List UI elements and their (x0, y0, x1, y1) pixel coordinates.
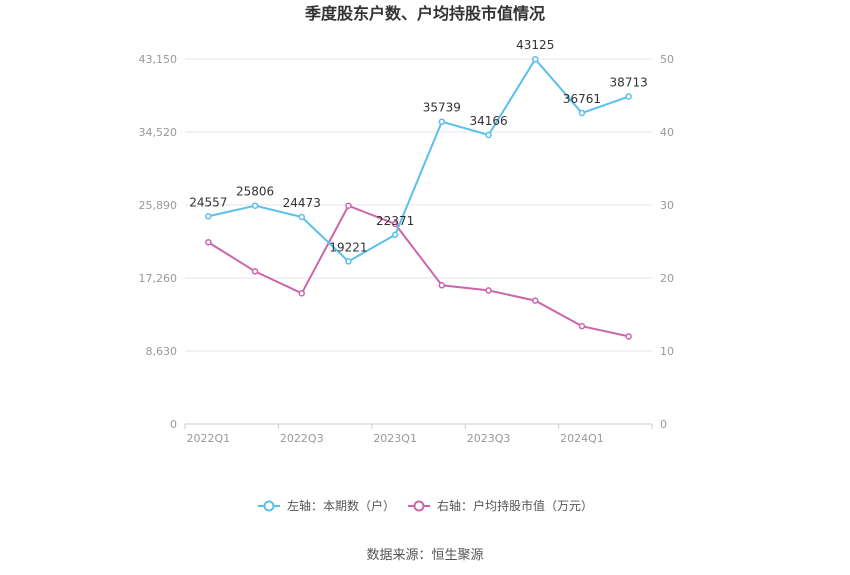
legend-item-left[interactable]: 左轴：本期数（户） (258, 498, 395, 513)
left-tick-label: 0 (170, 418, 177, 431)
point-holders[interactable] (205, 213, 212, 220)
point-holders[interactable] (298, 213, 305, 221)
point-avg-value[interactable] (438, 282, 446, 289)
point-holders[interactable] (391, 231, 399, 239)
right-tick-label: 30 (660, 199, 674, 212)
data-label: 19221 (329, 240, 367, 254)
data-label: 22371 (376, 214, 414, 228)
point-avg-value[interactable] (345, 202, 352, 209)
grid (185, 58, 652, 425)
series-layer (205, 55, 632, 340)
point-holders[interactable] (438, 118, 446, 125)
legend-label-right: 右轴：户均持股市值（万元） (437, 498, 593, 513)
point-holders[interactable] (578, 109, 586, 117)
left-tick-label: 43,150 (139, 53, 178, 66)
legend-label-left: 左轴：本期数（户） (287, 498, 395, 513)
legend-item-right[interactable]: 右轴：户均持股市值（万元） (408, 498, 593, 513)
source-note: 数据来源：恒生聚源 (366, 548, 483, 563)
right-tick-label: 10 (660, 345, 674, 358)
x-tick-label: 2022Q3 (280, 432, 324, 445)
right-tick-label: 20 (660, 272, 674, 285)
point-holders[interactable] (625, 93, 632, 100)
point-avg-value[interactable] (298, 290, 305, 297)
x-tick-label: 2024Q1 (560, 432, 604, 445)
data-label: 35739 (423, 101, 461, 115)
right-tick-label: 50 (660, 53, 674, 66)
point-holders[interactable] (345, 258, 352, 265)
data-label: 38713 (610, 76, 648, 90)
right-tick-label: 0 (660, 418, 667, 431)
point-avg-value[interactable] (251, 268, 259, 275)
data-label: 25806 (236, 185, 274, 199)
data-label: 24473 (283, 196, 321, 210)
x-tick-label: 2022Q1 (187, 432, 231, 445)
point-avg-value[interactable] (532, 297, 539, 304)
x-tick-label: 2023Q1 (373, 432, 417, 445)
right-tick-label: 40 (660, 126, 674, 139)
data-labels: 24557 25806 24473 19221 22371 35739 34166 43125… (189, 38, 647, 254)
point-avg-value[interactable] (205, 238, 212, 246)
data-label: 34166 (469, 114, 507, 128)
series-line-holders (208, 57, 629, 263)
data-label: 24557 (189, 195, 227, 209)
point-holders[interactable] (251, 202, 259, 209)
left-tick-label: 25,890 (139, 199, 178, 212)
chart-title: 季度股东户数、户均持股市值情况 (304, 4, 545, 23)
left-axis: 0 8,630 17,260 25,890 34,520 43,150 (139, 53, 178, 431)
point-avg-value[interactable] (391, 220, 399, 228)
legend-marker-icon (263, 500, 275, 512)
point-avg-value[interactable] (485, 287, 492, 294)
right-axis: 0 10 20 30 40 50 (660, 53, 674, 431)
x-axis: 2022Q1 2022Q3 2023Q1 2023Q3 2024Q1 (184, 424, 653, 445)
left-tick-label: 17,260 (139, 272, 178, 285)
series-line-avg-value (207, 204, 629, 338)
data-label: 43125 (516, 38, 554, 52)
legend-marker-icon (413, 500, 425, 512)
data-label: 36761 (563, 92, 601, 106)
legend: 左轴：本期数（户） 右轴：户均持股市值（万元） (258, 498, 593, 513)
point-holders[interactable] (532, 55, 539, 63)
x-tick-label: 2023Q3 (467, 432, 511, 445)
point-avg-value[interactable] (625, 333, 632, 340)
left-tick-label: 34,520 (139, 126, 178, 139)
point-holders[interactable] (485, 131, 492, 139)
left-tick-label: 8,630 (146, 345, 178, 358)
point-avg-value[interactable] (578, 322, 586, 330)
